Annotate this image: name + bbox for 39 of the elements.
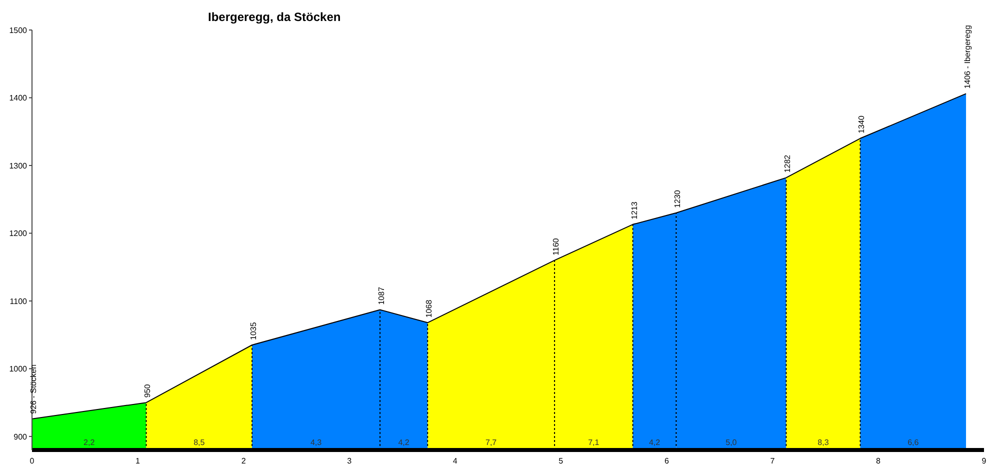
y-tick-label: 1000: [9, 364, 28, 374]
x-tick-label: 9: [982, 456, 987, 466]
x-tick-label: 2: [241, 456, 246, 466]
annotation: 6,6: [908, 438, 920, 448]
annotation: 7,1: [588, 438, 600, 448]
x-tick-label: 5: [558, 456, 564, 466]
y-tick-label: 1400: [9, 94, 28, 103]
annotation: 8,3: [818, 438, 830, 448]
data-label: 1406 - Ibergeregg: [963, 25, 972, 89]
data-label: 1087: [377, 286, 386, 305]
annotation: 4,3: [310, 438, 322, 448]
x-tick-label: 1: [136, 456, 141, 466]
y-tick-label: 1300: [9, 161, 28, 170]
x-tick-label: 8: [876, 456, 881, 466]
chart-title: Ibergeregg, da Stöcken: [208, 10, 341, 24]
data-label: 926 - Stöcken: [29, 364, 38, 414]
annotation: 8,5: [194, 438, 206, 448]
data-label: 1213: [630, 201, 639, 220]
y-tick-label: 900: [14, 432, 28, 442]
annotation: 2,2: [84, 438, 96, 448]
data-label: 1068: [424, 299, 434, 318]
x-tick-label: 6: [664, 456, 670, 466]
data-label: 1282: [783, 154, 792, 173]
data-label: 1160: [552, 238, 561, 256]
x-tick-label: 3: [347, 456, 352, 466]
y-tick-label: 1500: [9, 26, 28, 35]
x-tick-label: 0: [30, 456, 35, 466]
annotation: 5,0: [726, 438, 738, 448]
y-tick-label: 1200: [9, 229, 28, 238]
data-label: 1035: [249, 322, 258, 340]
y-tick-label: 1100: [10, 296, 28, 306]
data-label: 1230: [673, 190, 682, 208]
x-tick-label: 7: [770, 456, 776, 466]
annotation: 4,2: [398, 438, 410, 448]
x-tick-label: 4: [452, 456, 458, 466]
data-label: 950: [143, 384, 152, 398]
annotation: 4,2: [648, 438, 661, 448]
data-label: 1340: [857, 115, 866, 134]
annotation: 7,7: [486, 438, 498, 448]
